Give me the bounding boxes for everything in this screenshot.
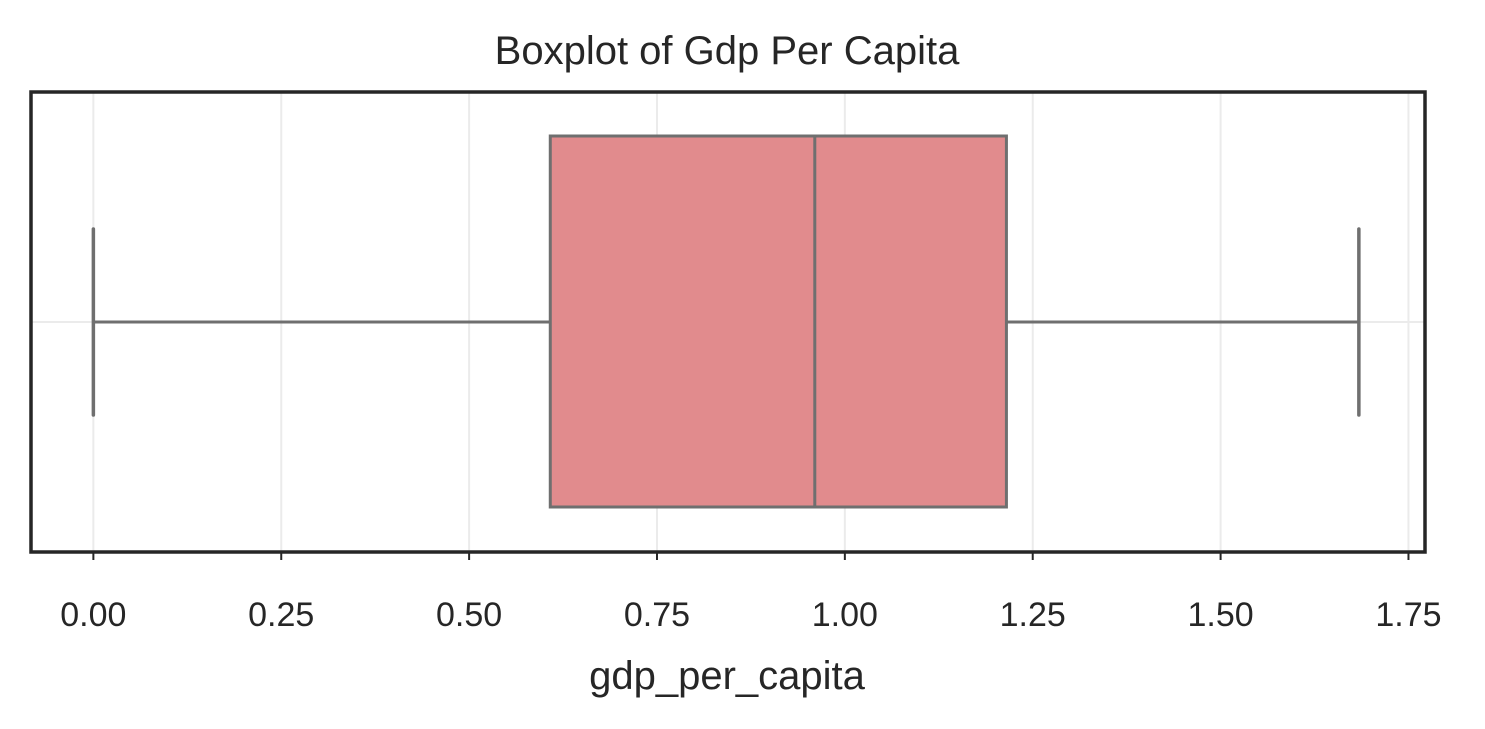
box-layer — [91, 134, 1361, 509]
x-tick-label-7: 1.75 — [1375, 596, 1441, 634]
x-tick-label-5: 1.25 — [1000, 596, 1066, 634]
x-tick-label-2: 0.50 — [436, 596, 502, 634]
plot-frame — [29, 90, 1427, 554]
x-tick-label-1: 0.25 — [248, 596, 314, 634]
x-tick-label-3: 0.75 — [624, 596, 690, 634]
iqr-box — [548, 134, 1008, 509]
x-axis-ticks: 0.00 0.25 0.50 0.75 1.00 1.25 1.50 1.75 — [60, 552, 1442, 634]
x-tick-label-4: 1.00 — [812, 596, 878, 634]
x-tick-label-0: 0.00 — [60, 596, 126, 634]
chart-title: Boxplot of Gdp Per Capita — [495, 29, 960, 73]
x-tick-label-6: 1.50 — [1188, 596, 1254, 634]
x-axis-label: gdp_per_capita — [589, 654, 866, 698]
